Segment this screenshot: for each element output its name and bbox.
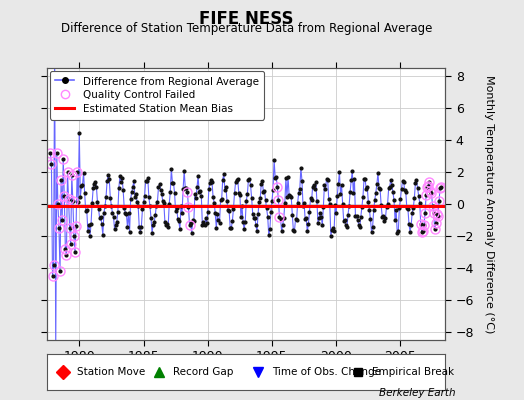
Text: Difference of Station Temperature Data from Regional Average: Difference of Station Temperature Data f…: [61, 22, 432, 35]
Text: Station Move: Station Move: [77, 367, 145, 377]
Text: Time of Obs. Change: Time of Obs. Change: [272, 367, 381, 377]
Text: Berkeley Earth: Berkeley Earth: [379, 388, 456, 398]
Text: FIFE NESS: FIFE NESS: [199, 10, 293, 28]
Text: Record Gap: Record Gap: [172, 367, 233, 377]
Y-axis label: Monthly Temperature Anomaly Difference (°C): Monthly Temperature Anomaly Difference (…: [484, 75, 494, 333]
Legend: Difference from Regional Average, Quality Control Failed, Estimated Station Mean: Difference from Regional Average, Qualit…: [50, 71, 264, 120]
Text: Empirical Break: Empirical Break: [372, 367, 454, 377]
